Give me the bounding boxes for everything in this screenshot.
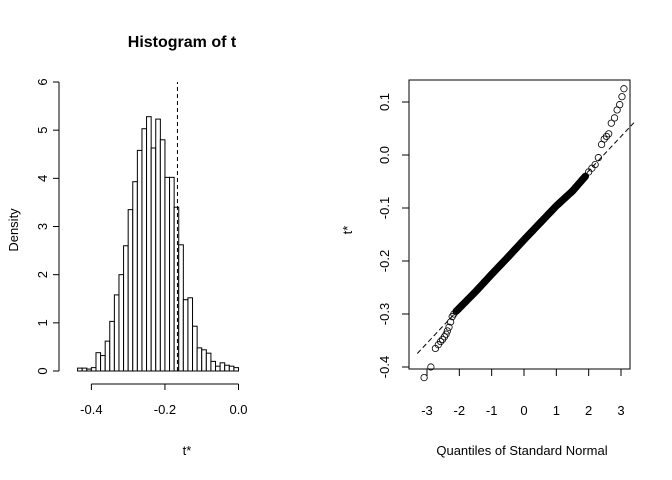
- histogram-bar: [113, 294, 120, 372]
- qq-x-tick-label: -3: [421, 403, 433, 418]
- histogram-bar: [132, 181, 138, 372]
- histogram-x-label: t*: [183, 443, 192, 458]
- qq-point: [436, 337, 445, 346]
- histogram-bar: [86, 368, 92, 372]
- qq-x-tick-label: 2: [585, 403, 592, 418]
- histogram-bar: [136, 149, 143, 372]
- histogram-x-tick-label: -0.4: [80, 402, 102, 417]
- histogram-bar: [90, 367, 97, 372]
- histogram-panel: Histogram of t t* Density -0.4 -0.2 0.0 0 1…: [6, 34, 248, 458]
- qq-y-axis: -0.4 -0.3 -0.2 -0.1 0.0 0.1: [377, 93, 410, 378]
- qq-point: [607, 119, 615, 127]
- histogram-bar: [182, 299, 189, 372]
- histogram-bar: [210, 360, 217, 372]
- qq-plot-panel: Quantiles of Standard Normal t* -3 -2 -1 0 1…: [340, 79, 635, 458]
- qq-point: [620, 85, 628, 93]
- qq-dashed-line: [416, 122, 635, 354]
- histogram-y-label: Density: [6, 208, 21, 252]
- histogram-bar: [77, 367, 83, 372]
- histogram-bar: [104, 340, 111, 372]
- qq-point: [600, 135, 608, 143]
- histogram-bar: [201, 349, 207, 372]
- qq-y-tick-label: 0.0: [377, 146, 392, 164]
- qq-point: [616, 101, 624, 109]
- qq-point: [445, 323, 453, 331]
- qq-y-label: t*: [340, 226, 355, 235]
- histogram-bar: [100, 355, 106, 372]
- histogram-bar: [173, 206, 180, 372]
- histogram-bar: [178, 244, 184, 372]
- histogram-bar: [81, 367, 88, 372]
- histogram-y-tick-label: 4: [35, 175, 50, 182]
- qq-plot-box: [408, 79, 631, 370]
- histogram-bar: [159, 139, 166, 372]
- qq-reference-line: [416, 122, 635, 354]
- histogram-bar: [169, 176, 175, 372]
- histogram-y-tick-label: 1: [35, 319, 50, 326]
- qq-x-tick-label: 1: [553, 403, 560, 418]
- qq-point: [602, 132, 611, 141]
- histogram-bar: [187, 297, 194, 372]
- qq-point: [427, 363, 435, 371]
- histogram-bar: [95, 352, 102, 372]
- histogram-bar: [192, 325, 198, 372]
- histogram-bar: [118, 274, 125, 372]
- histogram-bars: [77, 116, 240, 372]
- histogram-bar: [215, 365, 221, 372]
- histogram-y-tick-label: 6: [35, 78, 50, 85]
- qq-points: [420, 85, 628, 382]
- histogram-x-axis: -0.4 -0.2 0.0: [80, 383, 248, 417]
- qq-point: [443, 327, 451, 335]
- qq-point: [447, 318, 455, 326]
- qq-point: [442, 330, 450, 338]
- histogram-x-tick-label: -0.2: [154, 402, 176, 417]
- histogram-x-tick-label: 0.0: [229, 402, 247, 417]
- qq-y-tick-label: -0.1: [377, 197, 392, 219]
- qq-y-tick-label: -0.3: [377, 303, 392, 325]
- qq-x-axis: -3 -2 -1 0 1 2 3: [421, 368, 625, 418]
- histogram-bar: [146, 116, 152, 372]
- qq-point: [420, 373, 428, 382]
- qq-point: [618, 93, 626, 101]
- qq-point: [610, 114, 619, 122]
- histogram-bar: [155, 118, 161, 372]
- qq-y-tick-label: -0.4: [377, 356, 392, 378]
- histogram-bar: [205, 352, 212, 372]
- qq-point: [605, 130, 613, 138]
- histogram-title: Histogram of t: [128, 34, 237, 51]
- qq-x-label: Quantiles of Standard Normal: [436, 443, 607, 458]
- histogram-bar: [224, 364, 230, 372]
- qq-point: [591, 160, 599, 169]
- qq-y-tick-label: 0.1: [377, 93, 392, 111]
- histogram-y-tick-label: 2: [35, 271, 50, 278]
- histogram-y-axis: 0 1 2 3 4 5 6: [35, 78, 60, 375]
- qq-x-tick-label: -2: [454, 403, 466, 418]
- histogram-bar: [127, 209, 134, 372]
- qq-x-tick-label: 3: [617, 403, 624, 418]
- histogram-bar: [150, 147, 157, 372]
- qq-x-tick-label: -1: [486, 403, 498, 418]
- histogram-bar: [219, 362, 226, 372]
- qq-y-tick-label: -0.2: [377, 250, 392, 272]
- histogram-bar: [123, 245, 129, 372]
- histogram-bar: [141, 128, 148, 372]
- qq-point: [594, 154, 602, 162]
- histogram-y-tick-label: 5: [35, 127, 50, 134]
- histogram-bar: [164, 176, 171, 372]
- histogram-bar: [233, 367, 240, 372]
- histogram-bar: [109, 320, 115, 372]
- histogram-bar: [228, 365, 235, 372]
- histogram-bar: [196, 347, 203, 372]
- histogram-y-tick-label: 0: [35, 367, 50, 374]
- qq-x-tick-label: 0: [520, 403, 527, 418]
- histogram-y-tick-label: 3: [35, 223, 50, 230]
